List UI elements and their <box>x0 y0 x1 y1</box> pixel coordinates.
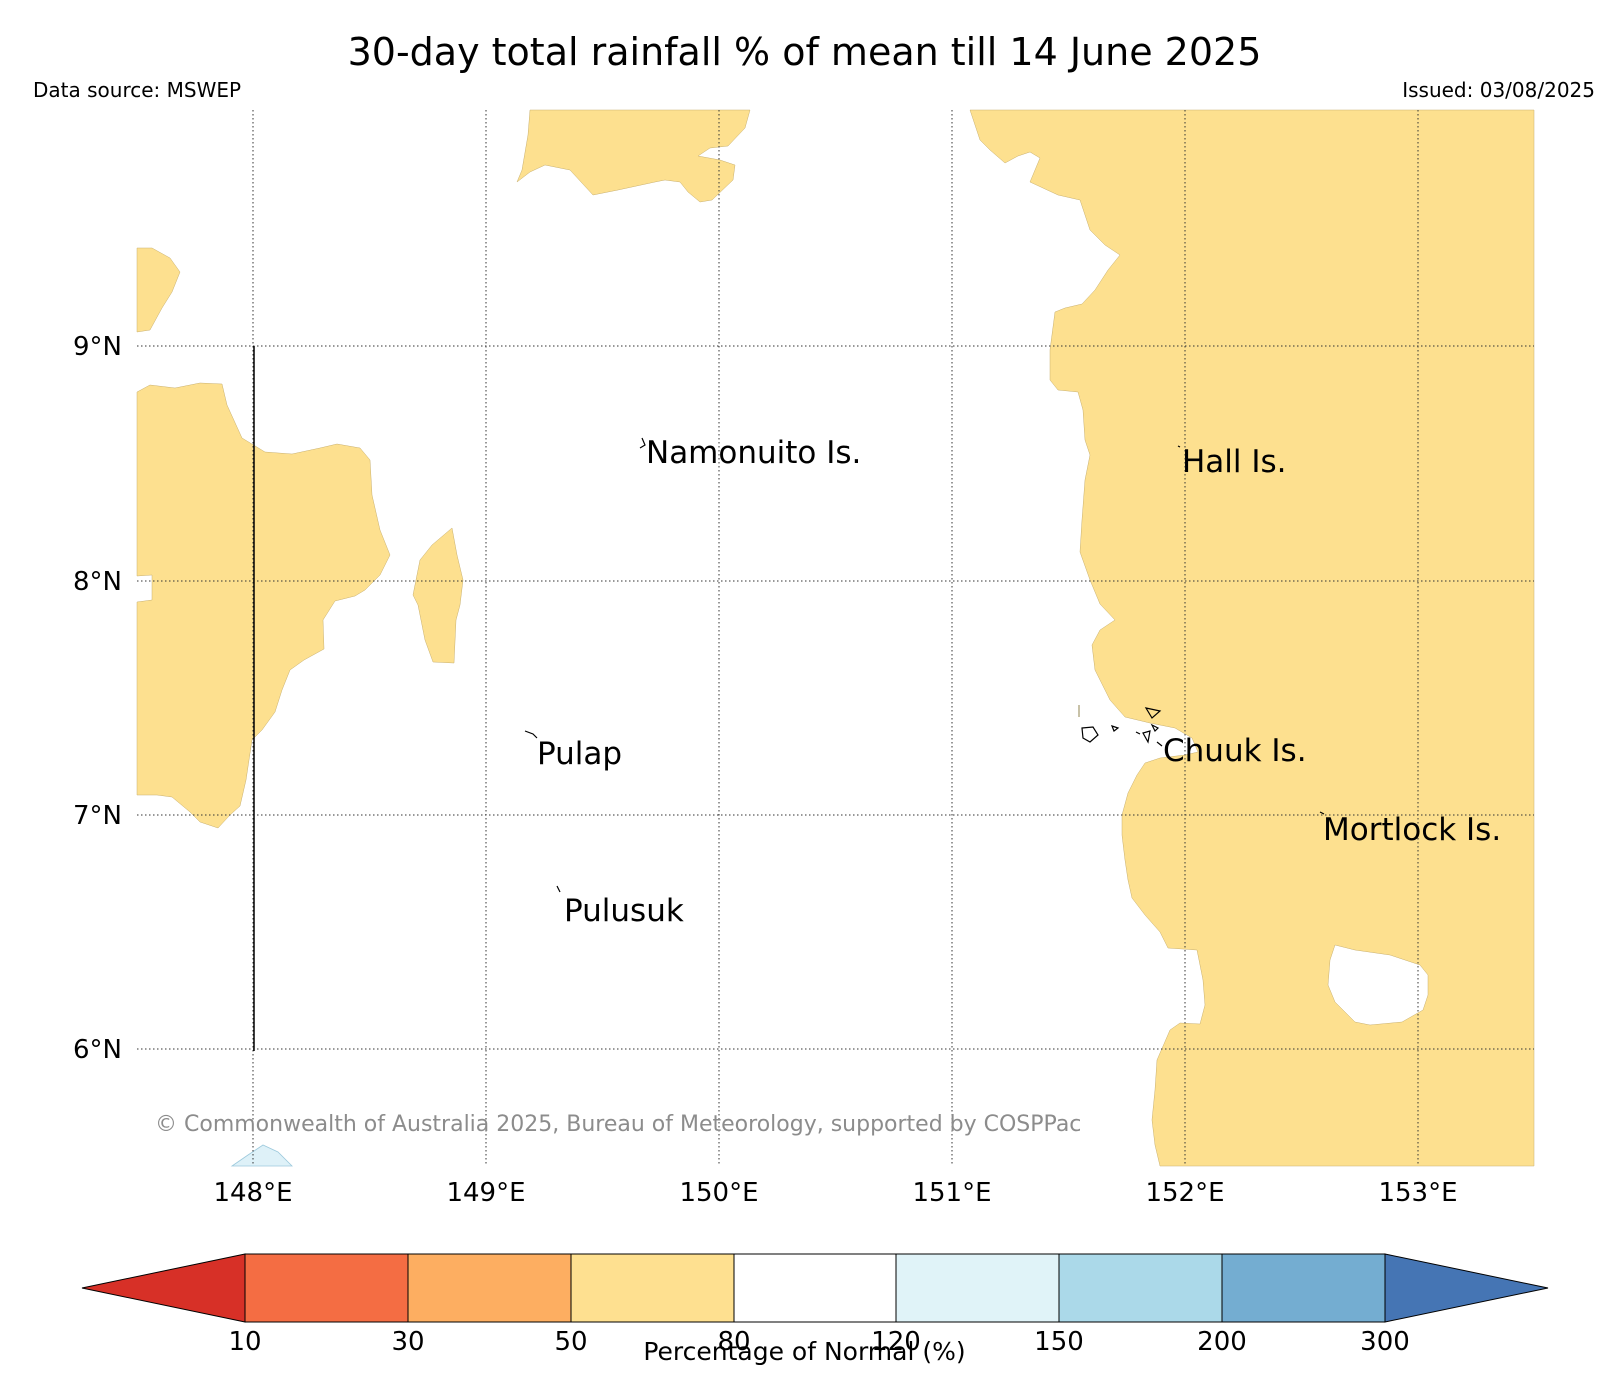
colorbar-extend-low <box>81 1253 246 1323</box>
copyright-notice: © Commonwealth of Australia 2025, Bureau… <box>155 1112 1082 1137</box>
graticule <box>137 110 1534 1166</box>
place-label-pulusuk: Pulusuk <box>564 893 684 929</box>
chuuk-lagoon-island-4 <box>1142 730 1151 744</box>
chuuk-lagoon-island-2 <box>1081 726 1099 743</box>
colorbar-tick: 150 <box>1034 1327 1084 1357</box>
colorbar-segment <box>244 1253 409 1323</box>
region-top-center <box>516 109 751 203</box>
issued-date-label: Issued: 03/08/2025 <box>1402 78 1595 102</box>
place-label-namonuito: Namonuito Is. <box>646 435 861 471</box>
colorbar-tick: 50 <box>554 1327 587 1357</box>
chuuk-lagoon-island-7 <box>1156 741 1163 747</box>
lon-label: 149°E <box>446 1178 525 1208</box>
lon-label: 150°E <box>679 1178 758 1208</box>
colorbar-segment <box>570 1253 735 1323</box>
colorbar <box>81 1253 1549 1323</box>
colorbar-segment <box>895 1253 1060 1323</box>
colorbar-label: Percentage of Normal (%) <box>643 1337 966 1366</box>
longitude-labels: 148°E 149°E 150°E 151°E 152°E 153°E <box>213 1178 1457 1208</box>
place-label-chuuk: Chuuk Is. <box>1163 733 1307 769</box>
normal-region-hole <box>1327 944 1429 1026</box>
colorbar-tick: 120 <box>871 1327 921 1357</box>
place-labels: Namonuito Is. Hall Is. Pulap Chuuk Is. M… <box>537 435 1501 929</box>
hall-atoll <box>1177 445 1181 448</box>
colorbar-tick: 30 <box>391 1327 424 1357</box>
lat-label: 6°N <box>73 1035 122 1065</box>
colorbar-segment <box>733 1253 897 1323</box>
lat-label: 8°N <box>73 567 122 597</box>
lon-label: 148°E <box>213 1178 292 1208</box>
lon-label: 151°E <box>912 1178 991 1208</box>
lat-label: 7°N <box>73 801 122 831</box>
island-outlines <box>524 437 1325 893</box>
colorbar-extend-high <box>1384 1253 1549 1323</box>
above-normal-region <box>230 1144 293 1167</box>
chuuk-reef-mark <box>1078 705 1080 717</box>
region-left <box>136 382 391 829</box>
colorbar-segment <box>1058 1253 1223 1323</box>
chuuk-lagoon-island-6 <box>1135 731 1141 735</box>
region-top-left-tip <box>136 247 181 333</box>
chuuk-lagoon-island-5 <box>1150 723 1160 733</box>
latitude-labels: 9°N 8°N 7°N 6°N <box>73 332 122 1065</box>
pulap-atoll <box>524 730 538 739</box>
pulusuk-atoll <box>556 885 561 893</box>
lon-label: 153°E <box>1378 1178 1457 1208</box>
place-label-hall: Hall Is. <box>1182 444 1287 480</box>
colorbar-segment <box>407 1253 572 1323</box>
colorbar-tick: 300 <box>1360 1327 1410 1357</box>
data-source-label: Data source: MSWEP <box>33 78 242 102</box>
colorbar-tick: 200 <box>1197 1327 1247 1357</box>
region-right <box>969 109 1535 1167</box>
below-normal-regions <box>136 109 1535 1167</box>
namonuito-atoll <box>639 437 646 449</box>
region-island-strip <box>412 527 464 664</box>
chuuk-lagoon-island-3 <box>1110 725 1120 732</box>
place-label-mortlock: Mortlock Is. <box>1323 812 1501 848</box>
colorbar-ticks: 10 30 50 80 120 150 200 300 <box>228 1327 1409 1357</box>
lat-label: 9°N <box>73 332 122 362</box>
map-title: 30-day total rainfall % of mean till 14 … <box>347 30 1262 74</box>
colorbar-tick: 80 <box>717 1327 750 1357</box>
chuuk-lagoon-island-1 <box>1144 707 1162 719</box>
colorbar-segment <box>1221 1253 1386 1323</box>
lon-label: 152°E <box>1145 1178 1224 1208</box>
place-label-pulap: Pulap <box>537 736 622 772</box>
mortlock-atoll <box>1319 811 1325 815</box>
colorbar-tick: 10 <box>228 1327 261 1357</box>
